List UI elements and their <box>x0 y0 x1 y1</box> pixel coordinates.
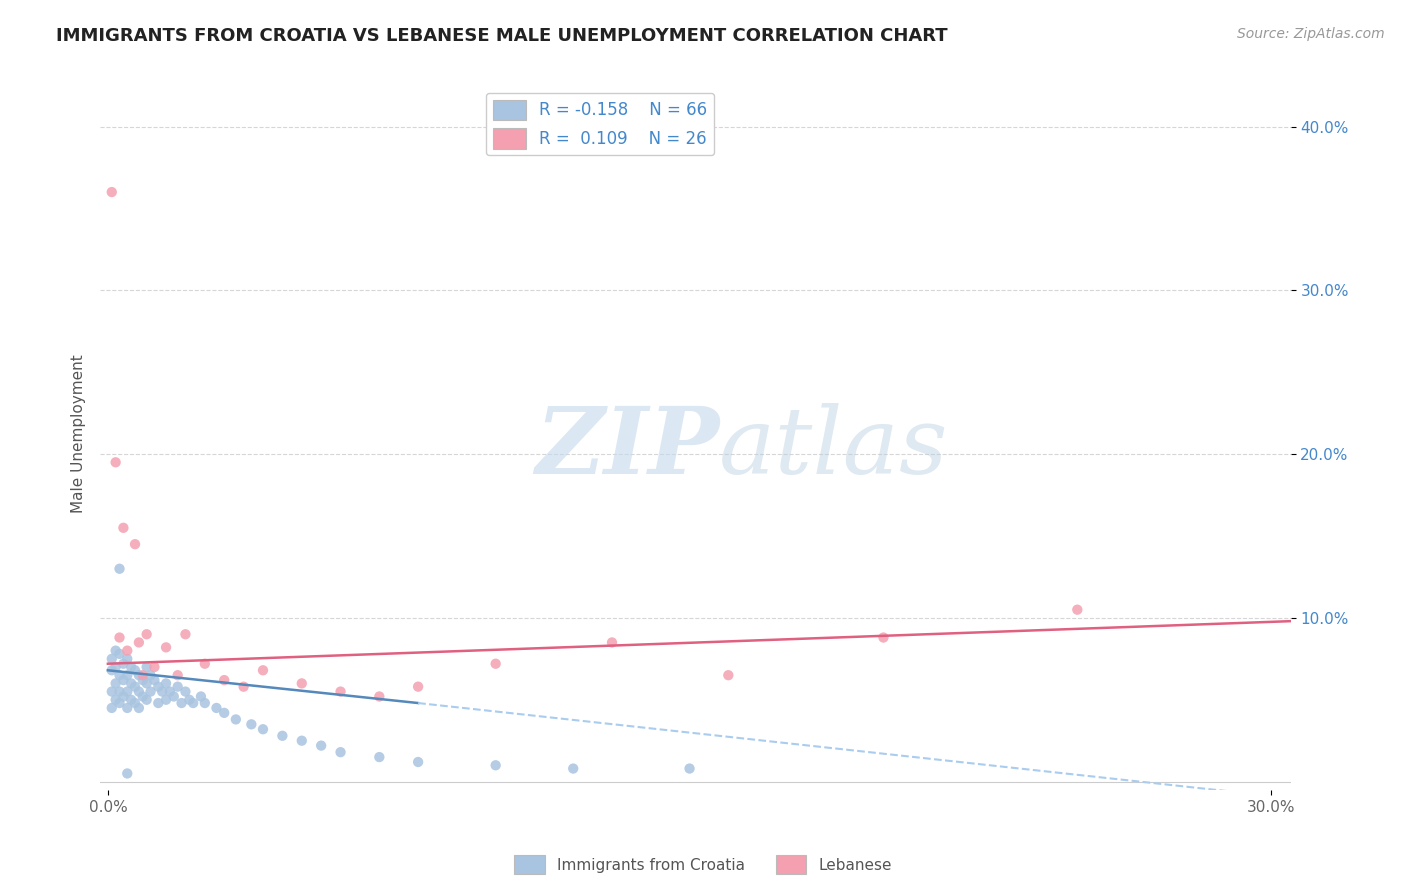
Point <box>562 762 585 776</box>
Point <box>148 680 170 694</box>
Legend: R = -0.158    N = 66, R =  0.109    N = 26: R = -0.158 N = 66, R = 0.109 N = 26 <box>486 93 714 155</box>
Point <box>194 657 217 671</box>
Point <box>174 684 197 698</box>
Text: atlas: atlas <box>720 403 949 493</box>
Point <box>135 660 157 674</box>
Point <box>309 739 332 753</box>
Point <box>128 668 150 682</box>
Text: IMMIGRANTS FROM CROATIA VS LEBANESE MALE UNEMPLOYMENT CORRELATION CHART: IMMIGRANTS FROM CROATIA VS LEBANESE MALE… <box>56 27 948 45</box>
Point <box>120 660 142 674</box>
Point <box>174 627 197 641</box>
Point <box>291 733 314 747</box>
Point <box>112 673 135 687</box>
Point <box>485 758 508 772</box>
Legend: Immigrants from Croatia, Lebanese: Immigrants from Croatia, Lebanese <box>508 849 898 880</box>
Text: Source: ZipAtlas.com: Source: ZipAtlas.com <box>1237 27 1385 41</box>
Point <box>205 701 228 715</box>
Point <box>112 521 135 535</box>
Text: ZIP: ZIP <box>534 403 720 493</box>
Point <box>406 755 429 769</box>
Point <box>252 663 274 677</box>
Point <box>117 701 139 715</box>
Point <box>100 663 122 677</box>
Point <box>155 640 177 655</box>
Point <box>600 635 623 649</box>
Y-axis label: Male Unemployment: Male Unemployment <box>72 354 86 513</box>
Point <box>135 676 157 690</box>
Point <box>100 684 122 698</box>
Point <box>132 673 155 687</box>
Point <box>194 696 217 710</box>
Point <box>104 643 127 657</box>
Point <box>155 676 177 690</box>
Point <box>124 696 146 710</box>
Point <box>406 680 429 694</box>
Point <box>100 701 122 715</box>
Point <box>159 684 181 698</box>
Point <box>117 684 139 698</box>
Point <box>717 668 740 682</box>
Point <box>212 706 235 720</box>
Point <box>1066 603 1088 617</box>
Point <box>181 696 204 710</box>
Point <box>108 684 131 698</box>
Point <box>143 660 166 674</box>
Point <box>108 668 131 682</box>
Point <box>329 684 352 698</box>
Point <box>104 676 127 690</box>
Point <box>112 657 135 671</box>
Point <box>148 696 170 710</box>
Point <box>368 690 391 704</box>
Point <box>108 696 131 710</box>
Point <box>485 657 508 671</box>
Point <box>128 684 150 698</box>
Point <box>128 701 150 715</box>
Point <box>291 676 314 690</box>
Point <box>135 692 157 706</box>
Point <box>225 713 247 727</box>
Point <box>150 684 173 698</box>
Point <box>128 635 150 649</box>
Point <box>124 663 146 677</box>
Point <box>179 692 201 706</box>
Point <box>135 627 157 641</box>
Point <box>872 631 894 645</box>
Point <box>117 652 139 666</box>
Point <box>117 643 139 657</box>
Point <box>104 660 127 674</box>
Point <box>240 717 263 731</box>
Point <box>124 680 146 694</box>
Point <box>100 652 122 666</box>
Point <box>124 537 146 551</box>
Point <box>117 766 139 780</box>
Point <box>139 668 162 682</box>
Point <box>108 647 131 661</box>
Point <box>368 750 391 764</box>
Point <box>232 680 254 694</box>
Point <box>108 631 131 645</box>
Point <box>104 692 127 706</box>
Point <box>100 185 122 199</box>
Point <box>170 696 193 710</box>
Point <box>139 684 162 698</box>
Point <box>108 562 131 576</box>
Point <box>117 668 139 682</box>
Point <box>120 692 142 706</box>
Point <box>212 673 235 687</box>
Point <box>166 680 188 694</box>
Point <box>163 690 186 704</box>
Point <box>104 455 127 469</box>
Point <box>132 668 155 682</box>
Point <box>166 668 188 682</box>
Point <box>271 729 294 743</box>
Point <box>132 690 155 704</box>
Point <box>143 673 166 687</box>
Point <box>155 692 177 706</box>
Point <box>120 676 142 690</box>
Point <box>678 762 700 776</box>
Point <box>112 690 135 704</box>
Point <box>190 690 212 704</box>
Point <box>329 745 352 759</box>
Point <box>252 723 274 737</box>
